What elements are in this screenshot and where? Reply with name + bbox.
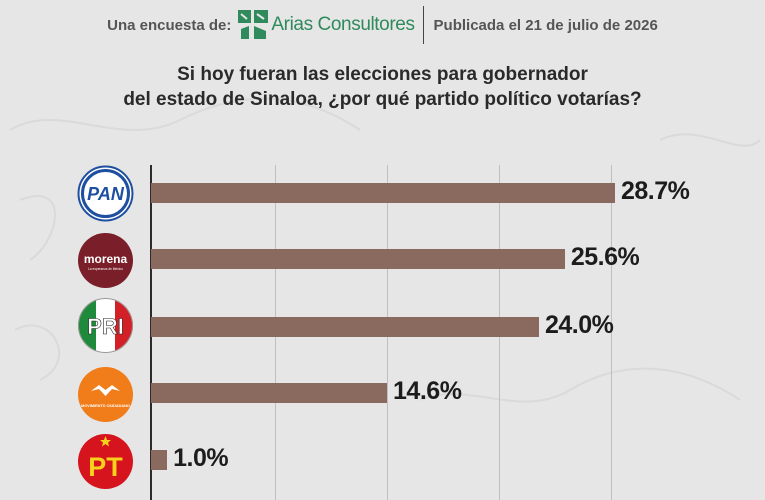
brand-name: Arias Consultores [271, 14, 415, 35]
bar-pan [151, 183, 615, 203]
bar-movimiento-ciudadano [151, 383, 388, 403]
eagle-icon [91, 385, 120, 396]
star-icon [100, 436, 111, 447]
pt-logo-text: PT [88, 452, 123, 482]
header: Una encuesta de: Arias Consultores Publi… [0, 0, 765, 50]
value-label-pri: 24.0% [545, 311, 614, 339]
survey-intro: Una encuesta de: [107, 16, 232, 34]
publication-date: Publicada el 21 de julio de 2026 [433, 16, 658, 34]
question-line-1: Si hoy fueran las elecciones para gobern… [177, 64, 588, 85]
bar-pt [151, 450, 168, 470]
value-label-morena: 25.6% [570, 243, 640, 271]
value-label-movimiento-ciudadano: 14.6% [393, 377, 462, 405]
header-divider [422, 6, 424, 44]
question-line-2: del estado de Sinaloa, ¿por qué partido … [123, 89, 642, 110]
pt-logo: PT [78, 434, 133, 489]
bar-pri [151, 317, 539, 337]
pan-logo-text: PAN [87, 184, 125, 204]
bar-morena [151, 249, 565, 269]
morena-logo: morena La esperanza de México [78, 233, 133, 288]
arias-house-icon [238, 10, 269, 39]
movimiento-ciudadano-logo: MOVIMIENTO CIUDADANO [78, 367, 133, 422]
pri-logo-text: PRI [87, 314, 124, 339]
pri-logo: PRI [78, 298, 133, 353]
value-label-pan: 28.7% [621, 177, 690, 205]
chart-question: Si hoy fueran las elecciones para gobern… [0, 62, 765, 112]
pan-logo: PAN [77, 165, 134, 222]
grid-line [611, 165, 612, 500]
arias-logo: Arias Consultores [237, 9, 415, 41]
value-label-pt: 1.0% [173, 444, 229, 472]
morena-logo-text: morena [84, 252, 128, 266]
mc-logo-text: MOVIMIENTO CIUDADANO [81, 404, 130, 408]
morena-logo-tagline: La esperanza de México [88, 267, 123, 271]
